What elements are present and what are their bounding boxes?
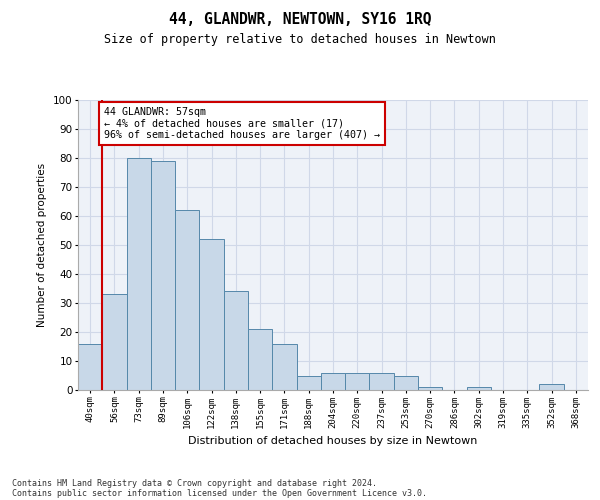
- Text: 44 GLANDWR: 57sqm
← 4% of detached houses are smaller (17)
96% of semi-detached : 44 GLANDWR: 57sqm ← 4% of detached house…: [104, 108, 380, 140]
- Bar: [248, 329, 272, 390]
- Text: 44, GLANDWR, NEWTOWN, SY16 1RQ: 44, GLANDWR, NEWTOWN, SY16 1RQ: [169, 12, 431, 28]
- Bar: [467, 387, 491, 390]
- Bar: [370, 372, 394, 390]
- Bar: [345, 372, 370, 390]
- Bar: [102, 294, 127, 390]
- Bar: [394, 376, 418, 390]
- Bar: [296, 376, 321, 390]
- Bar: [321, 372, 345, 390]
- Y-axis label: Number of detached properties: Number of detached properties: [37, 163, 47, 327]
- Bar: [151, 161, 175, 390]
- Bar: [539, 384, 564, 390]
- Text: Contains public sector information licensed under the Open Government Licence v3: Contains public sector information licen…: [12, 488, 427, 498]
- Bar: [272, 344, 296, 390]
- X-axis label: Distribution of detached houses by size in Newtown: Distribution of detached houses by size …: [188, 436, 478, 446]
- Text: Size of property relative to detached houses in Newtown: Size of property relative to detached ho…: [104, 32, 496, 46]
- Bar: [199, 239, 224, 390]
- Bar: [78, 344, 102, 390]
- Bar: [127, 158, 151, 390]
- Bar: [175, 210, 199, 390]
- Bar: [418, 387, 442, 390]
- Bar: [224, 292, 248, 390]
- Text: Contains HM Land Registry data © Crown copyright and database right 2024.: Contains HM Land Registry data © Crown c…: [12, 478, 377, 488]
